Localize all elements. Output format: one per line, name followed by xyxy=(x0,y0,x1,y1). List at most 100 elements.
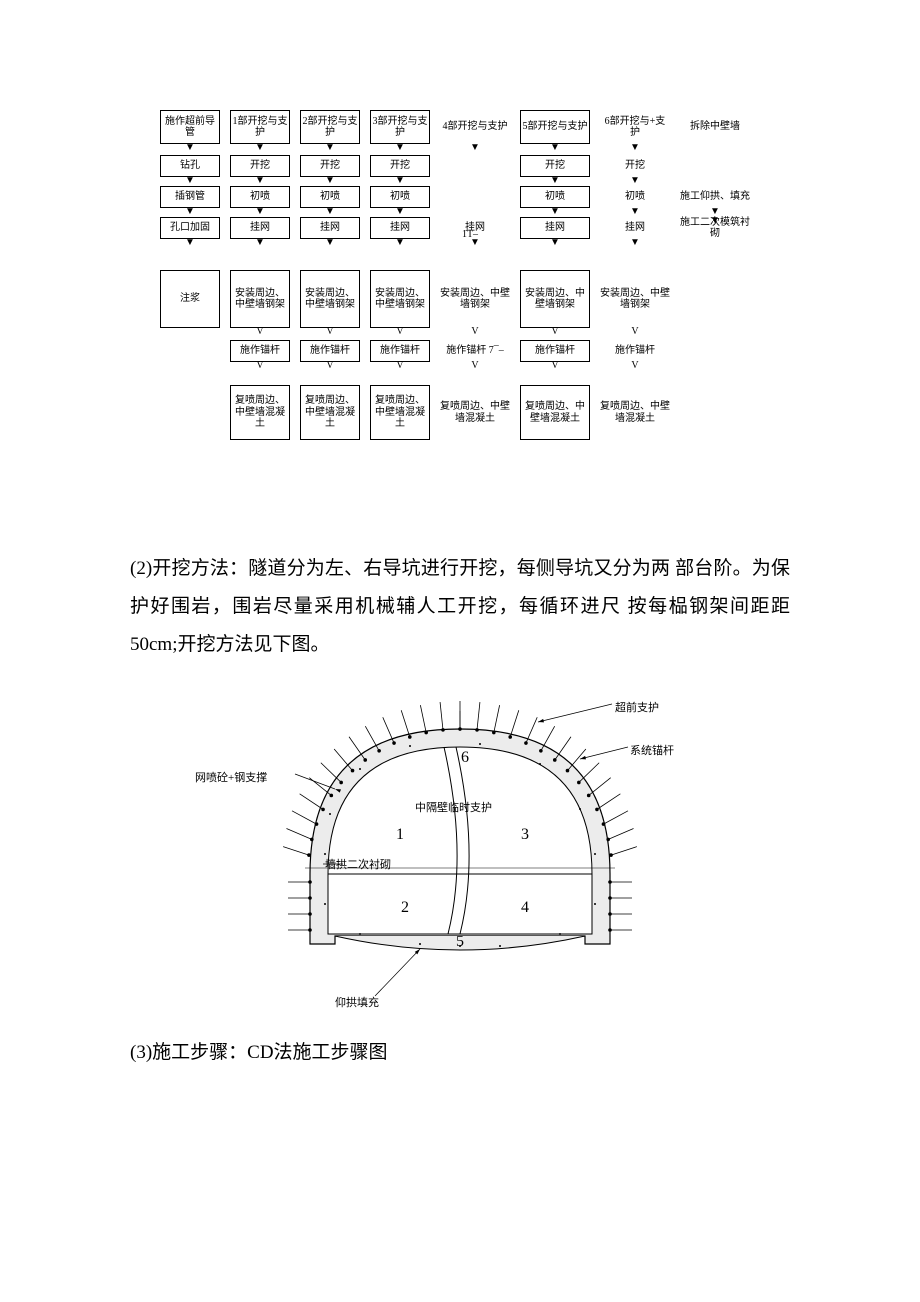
flow-cell-3-0: 开挖 xyxy=(370,155,430,177)
paragraph-2: (2)开挖方法：隧道分为左、右导坑进行开挖，每侧导坑又分为两 部台阶。为保护好围… xyxy=(130,550,790,664)
flow-cell-5-0: 开挖 xyxy=(520,155,590,177)
flow-header-5: 5部开挖与支护 xyxy=(520,110,590,144)
flow-cell-3-4: 施作锚杆 xyxy=(370,340,430,362)
flow-cell-0-2: 孔口加固 xyxy=(160,217,220,239)
flow-cell-2-0: 开挖 xyxy=(300,155,360,177)
flow-arrow: V xyxy=(470,361,480,371)
flow-cell-6-2: 挂网 xyxy=(600,217,670,239)
flow-cell-3-3: 安装周边、中壁墙钢架 xyxy=(370,270,430,328)
flow-arrow: ▼ xyxy=(710,216,720,226)
flow-cell-3-2: 挂网 xyxy=(370,217,430,239)
flow-cell-1-0: 开挖 xyxy=(230,155,290,177)
flow-arrow: ▼ xyxy=(630,176,640,186)
flow-cell-2-3: 安装周边、中壁墙钢架 xyxy=(300,270,360,328)
flow-arrow: V xyxy=(550,361,560,371)
flow-arrow: ▼ xyxy=(470,143,480,153)
svg-text:5: 5 xyxy=(456,933,464,950)
flow-cell-3-1: 初喷 xyxy=(370,186,430,208)
flow-cell-1-3: 安装周边、中壁墙钢架 xyxy=(230,270,290,328)
label-mid-wall-temp: 中隔壁临时支护 xyxy=(415,799,492,815)
flow-arrow: ▼ xyxy=(325,176,335,186)
flow-arrow: ▼ xyxy=(630,238,640,248)
flow-arrow: V xyxy=(395,361,405,371)
flow-midlabel: 1T– xyxy=(450,228,490,242)
flow-cell-1-1: 初喷 xyxy=(230,186,290,208)
svg-text:6: 6 xyxy=(461,749,469,766)
flow-cell-0-0: 钻孔 xyxy=(160,155,220,177)
flow-cell-2-2: 挂网 xyxy=(300,217,360,239)
flow-cell-5-1: 初喷 xyxy=(520,186,590,208)
flow-cell-5-2: 挂网 xyxy=(520,217,590,239)
flow-arrow: V xyxy=(395,327,405,337)
cross-section-diagram: 123456 超前支护 系统锚杆 网喷砼+钢支撑 中隔壁临时支护 墙拱二次衬砌 … xyxy=(160,674,760,1014)
flow-arrow: ▼ xyxy=(395,176,405,186)
label-system-bolt: 系统锚杆 xyxy=(630,742,674,758)
flow-header-6: 6部开挖与+支护 xyxy=(600,110,670,144)
svg-text:3: 3 xyxy=(521,826,529,843)
flow-cell-3-5: 复喷周边、中壁墙混凝土 xyxy=(370,385,430,440)
label-advance-support: 超前支护 xyxy=(615,699,659,715)
flow-arrow: ▼ xyxy=(185,207,195,217)
flow-cell-5-3: 安装周边、中壁墙钢架 xyxy=(520,270,590,328)
flow-arrow: ▼ xyxy=(185,238,195,248)
flow-header-0: 施作超前导管 xyxy=(160,110,220,144)
svg-text:4: 4 xyxy=(521,899,529,916)
flow-arrow: ▼ xyxy=(255,176,265,186)
flow-arrow: ▼ xyxy=(395,238,405,248)
flow-arrow: ▼ xyxy=(255,238,265,248)
flow-cell-4-5: 复喷周边、中壁墙混凝土 xyxy=(440,385,510,440)
paragraph-3: (3)施工步骤：CD法施工步骤图 xyxy=(130,1034,790,1072)
flow-cell-0-1: 插钢管 xyxy=(160,186,220,208)
flow-arrow: ▼ xyxy=(185,176,195,186)
flow-arrow: ▼ xyxy=(630,207,640,217)
flow-cell-6-4: 施作锚杆 xyxy=(600,340,670,362)
flow-arrow: ▼ xyxy=(550,207,560,217)
flow-cell-6-3: 安装周边、中壁墙钢架 xyxy=(600,270,670,328)
flow-header-3: 3部开挖与支护 xyxy=(370,110,430,144)
flow-cell-5-4: 施作锚杆 xyxy=(520,340,590,362)
flow-arrow: V xyxy=(630,361,640,371)
flow-cell-1-4: 施作锚杆 xyxy=(230,340,290,362)
flow-arrow: ▼ xyxy=(630,143,640,153)
flow-arrow: V xyxy=(255,361,265,371)
flow-arrow: V xyxy=(630,327,640,337)
flowchart: 施作超前导管▼钻孔▼插钢管▼孔口加固▼注浆1部开挖与支护▼开挖▼初喷▼挂网▼安装… xyxy=(100,110,820,510)
flow-cell-6-1: 初喷 xyxy=(600,186,670,208)
flow-cell-4-4: 施作锚杆 7¯– xyxy=(440,340,510,362)
label-invert-fill: 仰拱填充 xyxy=(335,994,379,1010)
flow-header-1: 1部开挖与支护 xyxy=(230,110,290,144)
label-arch-lining: 墙拱二次衬砌 xyxy=(325,856,391,872)
flow-cell-7-1: 施工仰拱、填充 xyxy=(680,186,750,208)
flow-arrow: ▼ xyxy=(550,238,560,248)
flow-arrow: V xyxy=(550,327,560,337)
flow-arrow: V xyxy=(325,361,335,371)
flow-arrow: ▼ xyxy=(255,207,265,217)
flow-cell-6-0: 开挖 xyxy=(600,155,670,177)
flow-cell-0-3: 注浆 xyxy=(160,270,220,328)
flow-cell-4-3: 安装周边、中壁墙钢架 xyxy=(440,270,510,328)
flow-header-2: 2部开挖与支护 xyxy=(300,110,360,144)
flow-header-4: 4部开挖与支护 xyxy=(440,110,510,144)
flow-cell-1-2: 挂网 xyxy=(230,217,290,239)
flow-header-7: 拆除中壁墙 xyxy=(680,110,750,144)
flow-cell-2-5: 复喷周边、中壁墙混凝土 xyxy=(300,385,360,440)
flow-arrow: ▼ xyxy=(550,176,560,186)
flow-cell-2-4: 施作锚杆 xyxy=(300,340,360,362)
flow-arrow: ▼ xyxy=(325,207,335,217)
flow-arrow: ▼ xyxy=(550,143,560,153)
flow-arrow: ▼ xyxy=(395,143,405,153)
label-mesh-shotcrete: 网喷砼+钢支撑 xyxy=(195,769,267,785)
flow-cell-2-1: 初喷 xyxy=(300,186,360,208)
flow-cell-5-5: 复喷周边、中壁墙混凝土 xyxy=(520,385,590,440)
flow-cell-6-5: 复喷周边、中壁墙混凝土 xyxy=(600,385,670,440)
flow-arrow: V xyxy=(255,327,265,337)
flow-arrow: ▼ xyxy=(395,207,405,217)
flow-arrow: V xyxy=(470,327,480,337)
flow-arrow: ▼ xyxy=(185,143,195,153)
flow-arrow: ▼ xyxy=(255,143,265,153)
svg-text:1: 1 xyxy=(396,826,404,843)
svg-text:2: 2 xyxy=(401,899,409,916)
flow-arrow: V xyxy=(325,327,335,337)
flow-arrow: ▼ xyxy=(325,143,335,153)
flow-arrow: ▼ xyxy=(325,238,335,248)
